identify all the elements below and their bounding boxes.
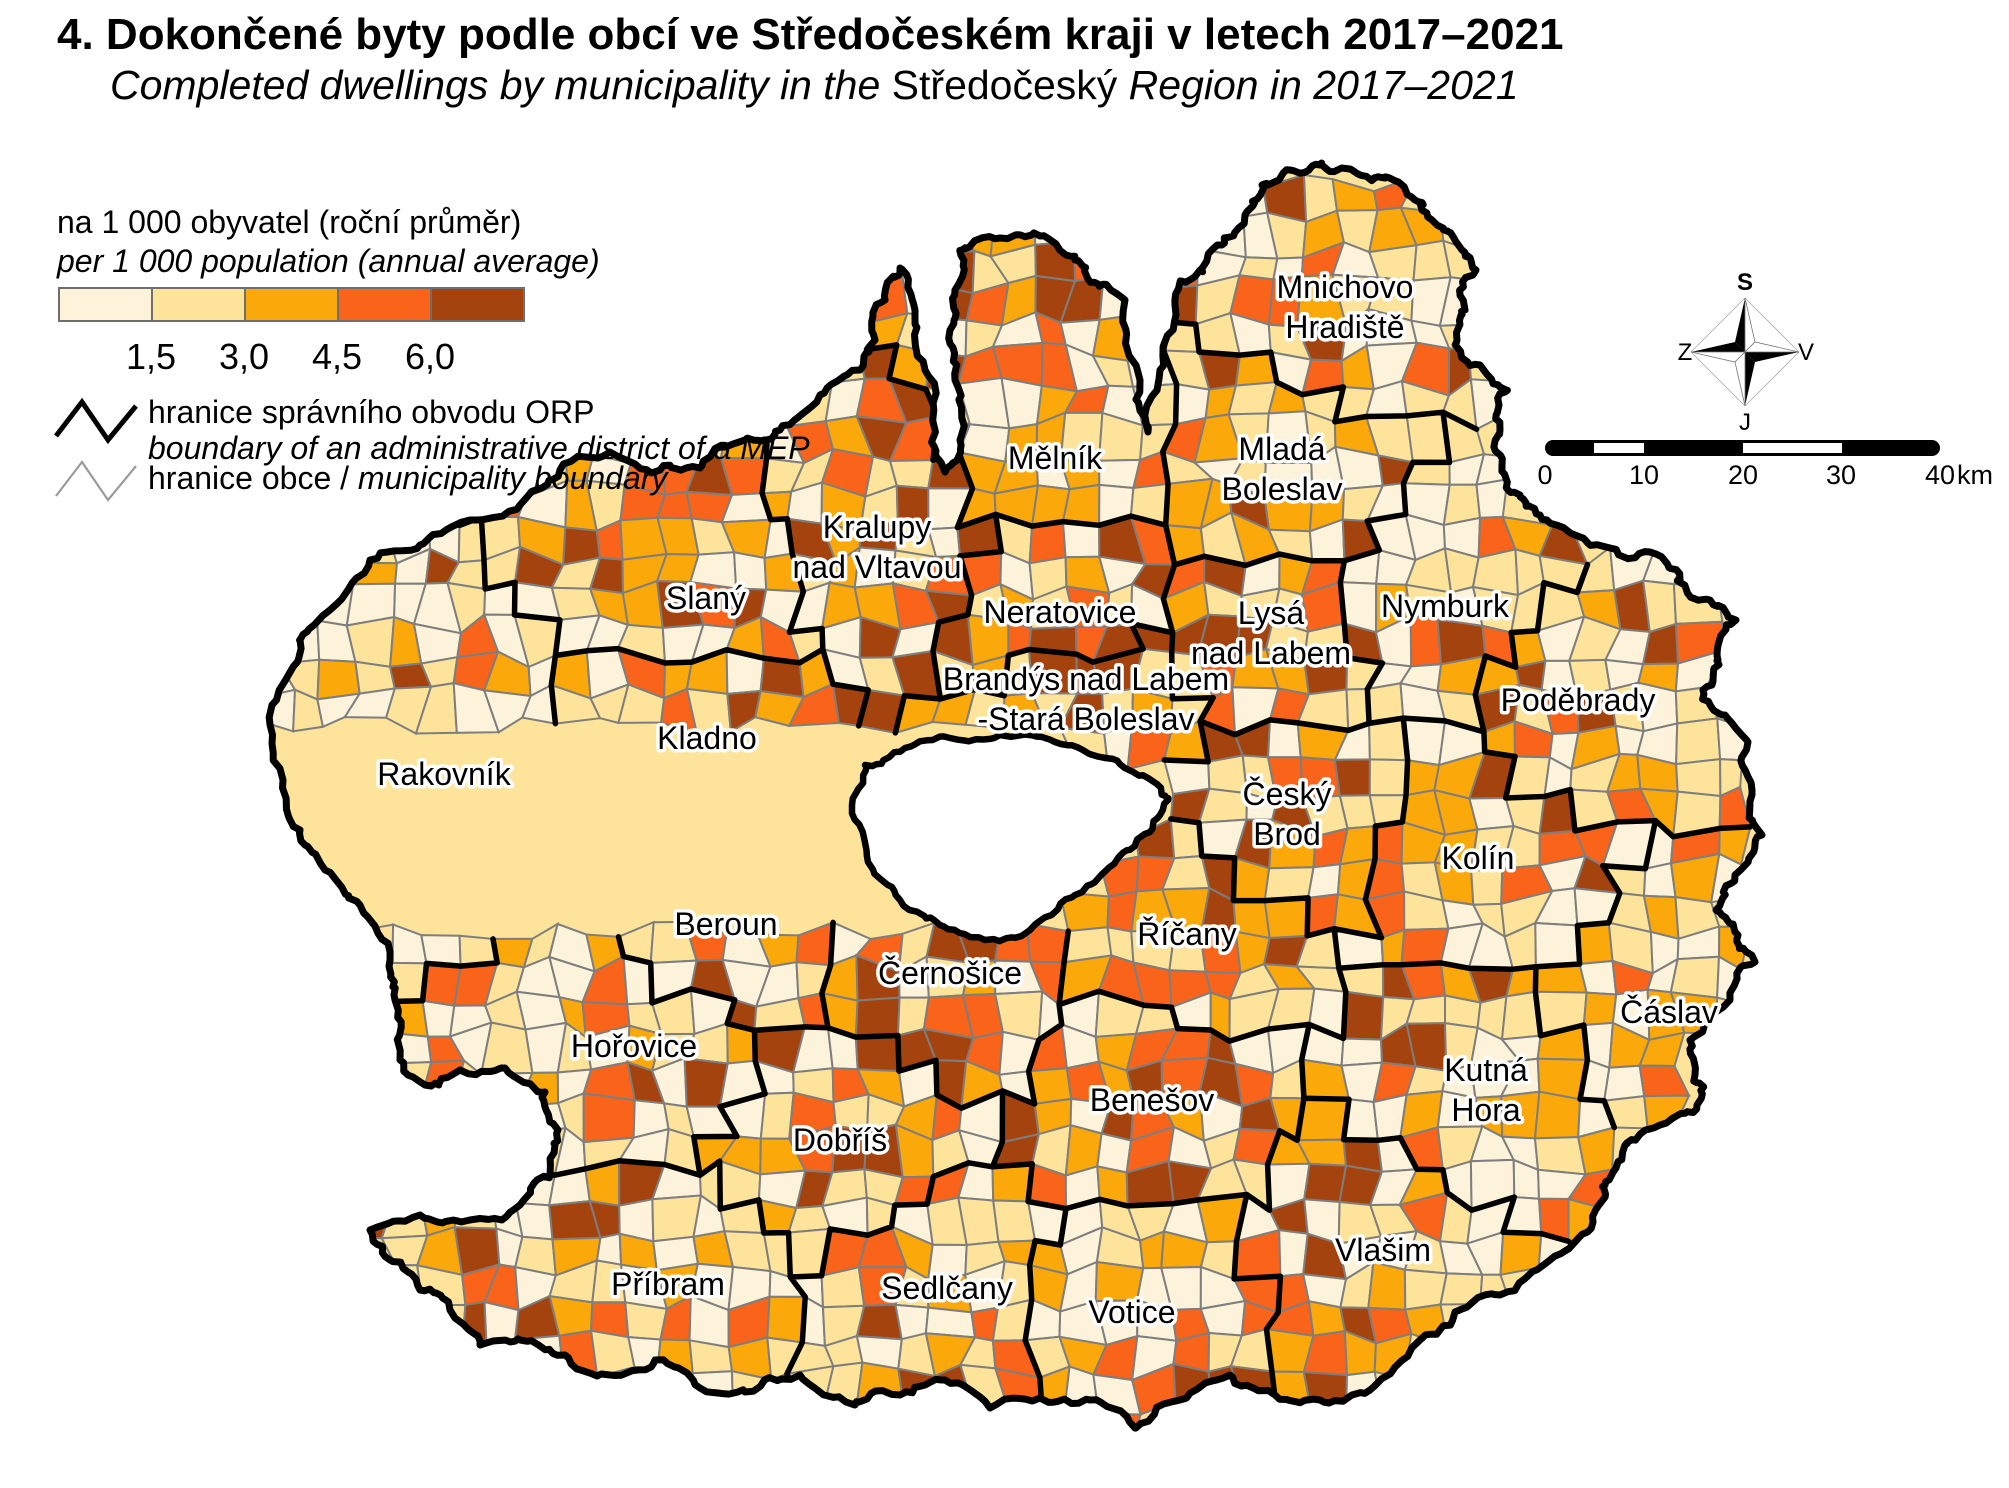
legend-class-swatch (339, 289, 432, 320)
district-label: Poděbrady (1501, 682, 1656, 718)
subtitle-prefix: Completed dwellings by municipality in t… (110, 62, 892, 108)
compass-north-label: S (1737, 269, 1753, 296)
district-label: Hořovice (571, 1028, 697, 1064)
legend-unit-czech: na 1 000 obyvatel (roční průměr) (57, 204, 522, 240)
legend-tick-labels: 1,5 3,0 4,5 6,0 (58, 336, 525, 377)
district-label: Benešov (1090, 1082, 1215, 1118)
district-label: Slaný (666, 580, 746, 616)
legend-orp-boundary-english: boundary of an administrative district o… (148, 430, 810, 466)
district-label: Kolín (1442, 840, 1515, 876)
figure-title: 4. Dokončené byty podle obcí ve Středoče… (57, 10, 1564, 59)
district-label: Lysá (1238, 595, 1305, 631)
district-label: Čáslav (1620, 994, 1718, 1030)
district-label: Mladá (1238, 431, 1325, 467)
district-label: Černošice (878, 955, 1022, 991)
district-label: Kralupy (823, 509, 932, 545)
district-label: Brod (1253, 816, 1321, 852)
district-label: Boleslav (1222, 471, 1343, 507)
district-label: Příbram (611, 1266, 725, 1302)
legend-color-ramp (58, 287, 525, 322)
district-label: Mělník (1008, 440, 1103, 476)
district-label: Beroun (674, 906, 777, 942)
legend-tick: 4,5 (311, 336, 363, 377)
district-label: Votice (1088, 1294, 1175, 1330)
scale-tick: 40 (1924, 460, 1956, 490)
district-label: Dobříš (793, 1122, 887, 1158)
district-label: Rakovník (377, 756, 511, 792)
district-label: Vlašim (1335, 1232, 1431, 1268)
district-label: -Stará Boleslav (978, 701, 1195, 737)
legend-unit-english: per 1 000 population (annual average) (57, 243, 600, 279)
municipality-boundary-line-icon (55, 460, 137, 502)
legend-class-swatch (60, 289, 153, 320)
district-label: Kladno (657, 720, 757, 756)
district-label: nad Labem (1191, 635, 1351, 671)
district-label: Hradiště (1285, 309, 1404, 345)
district-label: Říčany (1137, 916, 1237, 952)
region-outer-boundary (265, 159, 1766, 1432)
legend-class-swatch (153, 289, 246, 320)
legend-orp-boundary-czech: hranice správního obvodu ORP (148, 394, 595, 430)
compass-east-label: V (1798, 339, 1814, 366)
scale-unit: km (1957, 460, 1993, 490)
scale-tick: 10 (1628, 460, 1660, 490)
district-label: Sedlčany (881, 1270, 1013, 1306)
district-label: Neratovice (984, 594, 1137, 630)
legend-class-swatch (432, 289, 523, 320)
scale-bar-segment (1743, 443, 1842, 453)
district-label: Nymburk (1381, 588, 1510, 624)
district-label: Brandýs nad Labem (943, 661, 1229, 697)
legend-tick: 1,5 (125, 336, 177, 377)
district-label: Hora (1451, 1092, 1521, 1128)
district-label: nad Vltavou (792, 549, 961, 585)
legend-municipality-boundary: hranice obce / municipality boundary (148, 460, 667, 496)
compass-west-label: Z (1678, 339, 1693, 366)
legend-municipality-boundary-english: municipality boundary (357, 460, 668, 496)
legend-tick: 3,0 (218, 336, 270, 377)
district-labels: Mnichovo Hradiště Mladá Boleslav Mělník Kralu… (374, 266, 1722, 1334)
district-label: Kutná (1444, 1052, 1528, 1088)
compass-south-label: J (1739, 409, 1751, 436)
district-label: Český (1243, 776, 1332, 812)
legend-class-swatch (246, 289, 339, 320)
compass-rose-icon: S J Z V (1678, 269, 1814, 436)
subtitle-suffix: Region in 2017–2021 (1117, 62, 1519, 108)
district-label: Mnichovo (1277, 269, 1414, 305)
prague-hole (848, 731, 1172, 945)
scale-bar-labels: 0 10 20 30 40 km (1537, 460, 2005, 500)
legend-municipality-boundary-czech: hranice obce / (148, 460, 358, 496)
figure-subtitle: Completed dwellings by municipality in t… (110, 62, 1519, 109)
scale-tick: 30 (1825, 460, 1857, 490)
scale-bar-segment (1594, 443, 1644, 453)
scale-tick: 20 (1727, 460, 1759, 490)
legend-tick: 6,0 (404, 336, 456, 377)
subtitle-region-name: Středočeský (891, 62, 1118, 108)
scale-tick: 0 (1537, 460, 1553, 490)
scale-bar (1545, 440, 1940, 456)
orp-boundary-line-icon (54, 397, 138, 445)
